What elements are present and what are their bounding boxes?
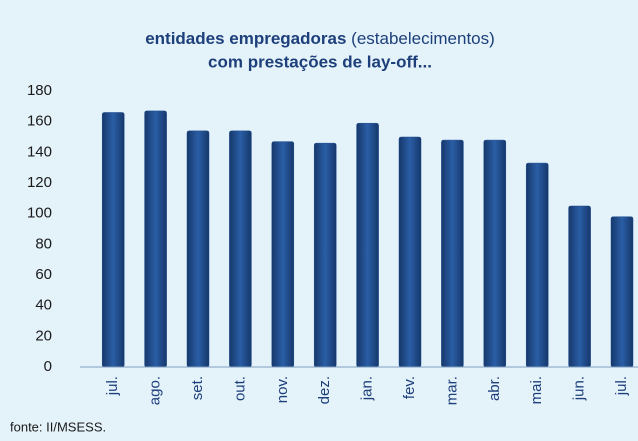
bar — [229, 130, 252, 368]
x-tick-label: jul. — [613, 376, 630, 396]
source-note: fonte: II/MSESS. — [10, 419, 106, 434]
title-part: entidades empregadoras — [145, 29, 346, 48]
y-tick-label: 180 — [27, 82, 52, 99]
y-tick-label: 80 — [35, 235, 52, 252]
x-tick-label: set. — [189, 376, 206, 400]
bar — [525, 162, 549, 368]
x-tick-label: out. — [231, 376, 248, 401]
x-tick-label: jul. — [104, 376, 121, 396]
y-tick-label: 20 — [35, 327, 52, 344]
x-tick-label: jan. — [359, 376, 376, 401]
bar — [313, 142, 337, 368]
x-tick-label: nov. — [274, 376, 291, 403]
bar — [271, 141, 295, 368]
x-tick-label: mar. — [443, 376, 460, 405]
x-tick-label: fev. — [401, 376, 418, 399]
title-part: (estabelecimentos) — [351, 29, 495, 48]
y-tick-label: 40 — [35, 297, 52, 314]
bar — [144, 110, 167, 368]
x-tick-label: dez. — [316, 376, 333, 404]
bar — [483, 139, 507, 368]
y-tick-label: 140 — [27, 143, 52, 160]
bar — [398, 136, 422, 368]
y-tick-label: 120 — [27, 174, 52, 191]
bar — [610, 216, 634, 368]
chart-title: com prestações de lay-off... — [208, 52, 432, 71]
chart-title: entidades empregadoras (estabelecimentos… — [145, 29, 495, 48]
y-tick-label: 100 — [27, 205, 52, 222]
x-tick-label: jun. — [571, 376, 588, 401]
bar — [186, 130, 210, 368]
bar — [101, 112, 125, 368]
x-tick-label: mai. — [528, 376, 545, 404]
y-tick-label: 60 — [35, 266, 52, 283]
bar — [356, 122, 379, 368]
y-tick-label: 160 — [27, 113, 52, 130]
bar — [441, 139, 464, 368]
x-tick-label: ago. — [147, 376, 164, 405]
x-tick-label: abr. — [486, 376, 503, 401]
bar — [568, 205, 591, 368]
y-tick-label: 0 — [44, 358, 52, 375]
